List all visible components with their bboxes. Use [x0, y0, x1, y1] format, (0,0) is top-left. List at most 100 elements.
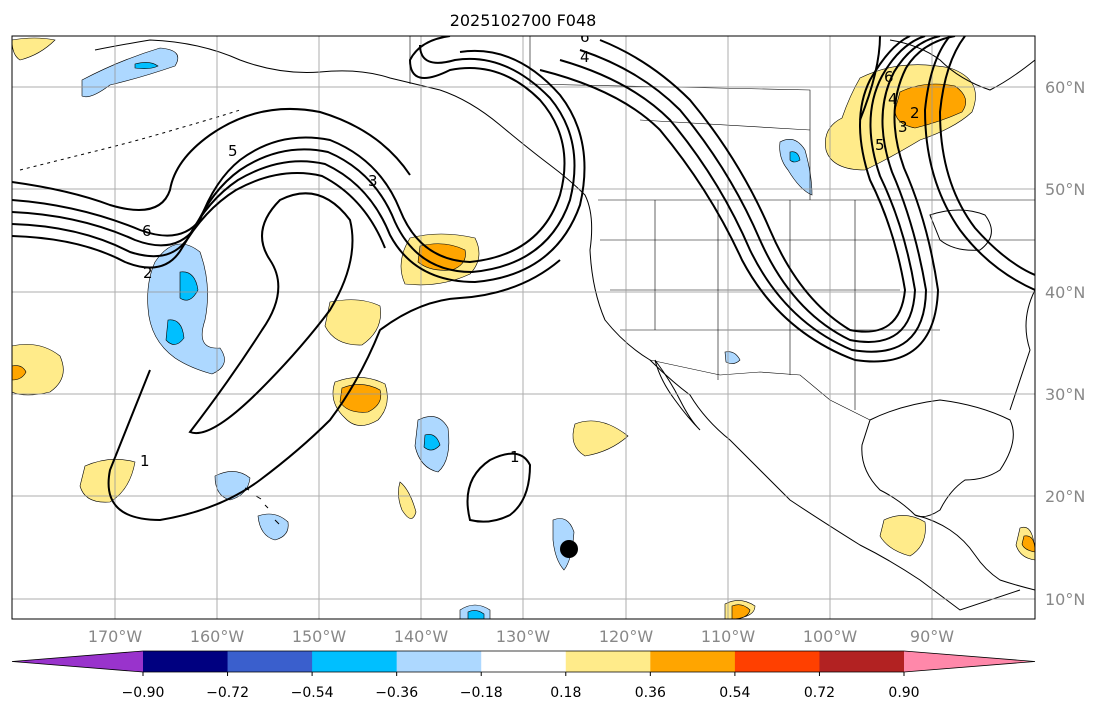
positive-anomaly-area — [79, 458, 136, 503]
colorbar-segment — [565, 651, 651, 672]
contour-line — [466, 452, 532, 523]
map-title: 2025102700 F048 — [450, 11, 597, 30]
hudson-bay-area — [889, 39, 1035, 91]
contour-label: 3 — [368, 172, 378, 190]
colorbar-tick-label: 0.90 — [888, 685, 919, 701]
location-marker — [560, 540, 578, 558]
contour-line — [559, 36, 941, 353]
negative-anomaly-core — [467, 610, 485, 619]
lon-label: 170°W — [88, 627, 143, 646]
contour-line — [12, 44, 576, 274]
contour-line — [12, 50, 586, 284]
contour-line — [12, 36, 566, 264]
colorbar-segment — [819, 651, 905, 672]
contour-line — [539, 36, 956, 363]
negative-anomaly-core — [423, 434, 441, 451]
positive-anomaly-area — [572, 420, 629, 457]
lat-label: 20°N — [1045, 487, 1085, 506]
colorbar-segment — [650, 651, 736, 672]
contour-line — [188, 192, 354, 435]
contour-label: 5 — [875, 136, 885, 154]
negative-anomaly-area — [81, 47, 179, 98]
colorbar-segment — [481, 651, 567, 672]
contour-label: 2 — [143, 264, 153, 282]
colorbar-segment — [734, 651, 820, 672]
lon-label: 150°W — [292, 627, 347, 646]
lon-label: 110°W — [701, 627, 756, 646]
negative-anomaly-area — [779, 139, 813, 196]
contour-label: 6 — [142, 222, 152, 240]
colorbar-tick-label: −0.18 — [460, 685, 503, 701]
contour-label: 1 — [140, 452, 150, 470]
lat-label: 50°N — [1045, 180, 1085, 199]
contour-label: 4 — [580, 48, 590, 66]
negative-anomaly-area — [724, 351, 741, 364]
lon-label: 100°W — [803, 627, 858, 646]
contour-label: 1 — [510, 448, 520, 466]
colorbar-extension-low — [12, 651, 143, 672]
colorbar-tick-label: −0.36 — [375, 685, 418, 701]
latitude-labels: 60°N 50°N 40°N 30°N 20°N 10°N — [1045, 78, 1085, 609]
coastlines — [19, 39, 1035, 611]
positive-anomaly-area — [12, 344, 64, 396]
colorbar-tick-label: −0.54 — [291, 685, 334, 701]
contour-line — [579, 36, 926, 343]
great-lakes — [929, 209, 992, 251]
lat-label: 60°N — [1045, 78, 1085, 97]
contour-line — [859, 36, 881, 121]
contour-label: 2 — [910, 104, 920, 122]
colorbar-tick-label: −0.72 — [206, 685, 249, 701]
colorbar-segment — [143, 651, 229, 672]
baja-california — [654, 359, 701, 431]
contour-label: 5 — [228, 142, 238, 160]
contour-labels: 5 6 2 3 1 4 6 1 4 5 3 2 6 — [140, 28, 920, 470]
contour-line — [12, 107, 411, 211]
map-panel: 5 6 2 3 1 4 6 1 4 5 3 2 6 — [12, 28, 1035, 619]
colorbar-tick-label: 0.18 — [550, 685, 581, 701]
lat-label: 30°N — [1045, 385, 1085, 404]
negative-anomaly-core — [179, 271, 199, 301]
negative-anomaly-core — [165, 319, 185, 345]
positive-anomaly-area — [12, 37, 56, 61]
negative-anomaly-area — [147, 243, 225, 375]
central-america — [914, 514, 1035, 591]
map-frame — [11, 35, 1036, 620]
contour-label: 6 — [884, 68, 894, 86]
contour-label: 6 — [580, 28, 590, 46]
negative-anomaly-area — [257, 513, 289, 541]
longitude-labels: 170°W 160°W 150°W 140°W 130°W 120°W 110°… — [88, 627, 954, 646]
contour-line — [107, 259, 561, 522]
positive-anomaly-core — [894, 83, 967, 129]
contour-line — [12, 172, 386, 269]
contour-line — [599, 36, 911, 333]
lon-label: 140°W — [394, 627, 449, 646]
colorbar-tick-label: 0.72 — [804, 685, 835, 701]
lon-label: 90°W — [910, 627, 954, 646]
colorbar-segment — [396, 651, 482, 672]
lon-label: 120°W — [599, 627, 654, 646]
colorbar-tick-label: −0.90 — [122, 685, 165, 701]
positive-anomaly-area — [324, 299, 381, 346]
positive-anomaly-core — [12, 365, 27, 381]
colorbar-extension-high — [904, 651, 1035, 672]
positive-anomaly-area — [879, 515, 926, 557]
colorbar-tick-label: 0.54 — [719, 685, 750, 701]
contour-line — [923, 36, 1035, 291]
east-coast — [1009, 289, 1035, 411]
alaska-coast — [94, 39, 441, 91]
gulf-of-mexico-coast — [861, 399, 1014, 518]
height-contours — [12, 36, 1035, 523]
lat-label: 40°N — [1045, 283, 1085, 302]
lon-label: 130°W — [496, 627, 551, 646]
contour-line — [938, 36, 1035, 276]
negative-anomaly-core — [789, 151, 801, 163]
colorbar: −0.90 −0.72 −0.54 −0.36 −0.18 0.18 0.36 0.54 0.7… — [11, 650, 1036, 701]
us-mexico-border — [649, 359, 871, 421]
north-america-west-coast — [439, 89, 1021, 611]
contour-label: 4 — [888, 90, 898, 108]
colorbar-segment — [312, 651, 398, 672]
colorbar-segment — [227, 651, 313, 672]
negative-anomaly-core — [134, 62, 159, 69]
lat-label: 10°N — [1045, 590, 1085, 609]
